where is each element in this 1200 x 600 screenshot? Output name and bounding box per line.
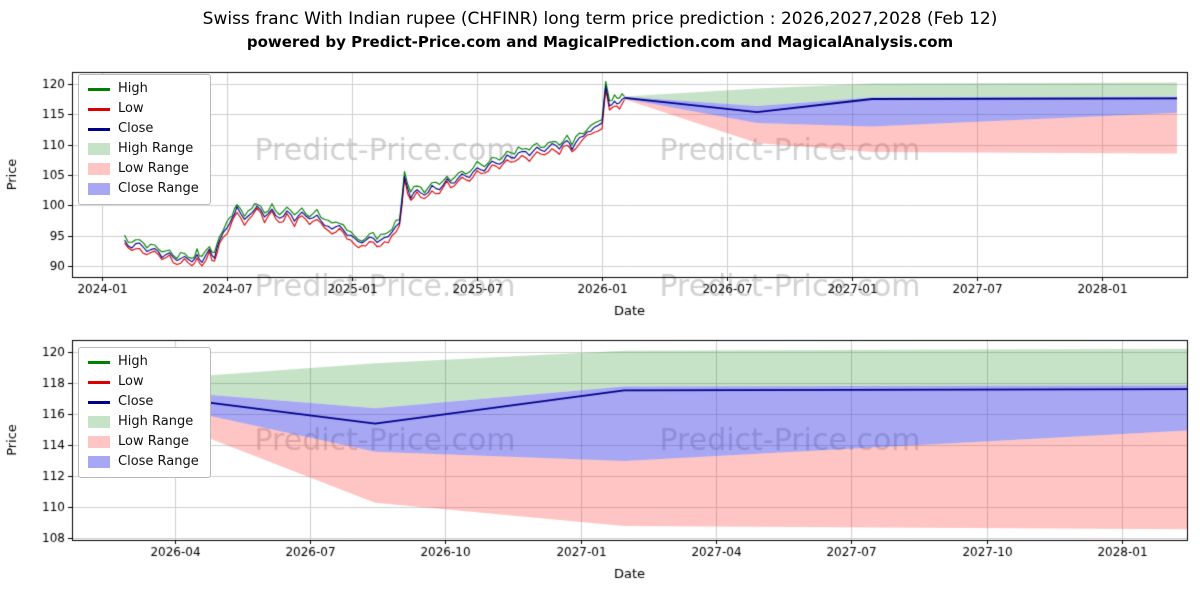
legend-item-low-range: Low Range	[88, 435, 199, 449]
legend-patch-swatch	[88, 456, 110, 468]
legend-bottom-chart: High Low Close High Range Low Range Close Ran…	[78, 347, 211, 478]
legend-label: Close Range	[118, 181, 199, 196]
legend-line-swatch	[88, 360, 110, 364]
legend-patch-swatch	[88, 416, 110, 428]
legend-label: Low	[118, 374, 144, 389]
legend-item-low-range: Low Range	[88, 162, 199, 176]
legend-item-high-range: High Range	[88, 415, 199, 429]
legend-patch-swatch	[88, 163, 110, 175]
legend-label: High	[118, 354, 148, 369]
legend-line-swatch	[88, 400, 110, 404]
legend-label: High Range	[118, 414, 194, 429]
legend-line-swatch	[88, 127, 110, 131]
legend-patch-swatch	[88, 143, 110, 155]
legend-label: Close	[118, 394, 154, 409]
legend-label: Close	[118, 121, 154, 136]
legend-patch-swatch	[88, 183, 110, 195]
legend-item-high: High	[88, 82, 199, 96]
page-title: Swiss franc With Indian rupee (CHFINR) l…	[202, 9, 998, 29]
legend-line-swatch	[88, 107, 110, 111]
legend-label: Low Range	[118, 161, 189, 176]
legend-item-close: Close	[88, 122, 199, 136]
legend-label: Close Range	[118, 454, 199, 469]
legend-item-low: Low	[88, 375, 199, 389]
legend-line-swatch	[88, 380, 110, 384]
legend-top-chart: High Low Close High Range Low Range Close Ran…	[78, 74, 211, 205]
legend-item-low: Low	[88, 102, 199, 116]
legend-label: High Range	[118, 141, 194, 156]
legend-item-close: Close	[88, 395, 199, 409]
page-subtitle: powered by Predict-Price.com and Magical…	[246, 33, 954, 51]
legend-label: Low Range	[118, 434, 189, 449]
legend-line-swatch	[88, 87, 110, 91]
legend-patch-swatch	[88, 436, 110, 448]
legend-item-high: High	[88, 355, 199, 369]
legend-item-close-range: Close Range	[88, 182, 199, 196]
legend-label: Low	[118, 101, 144, 116]
legend-label: High	[118, 81, 148, 96]
legend-item-high-range: High Range	[88, 142, 199, 156]
legend-item-close-range: Close Range	[88, 455, 199, 469]
